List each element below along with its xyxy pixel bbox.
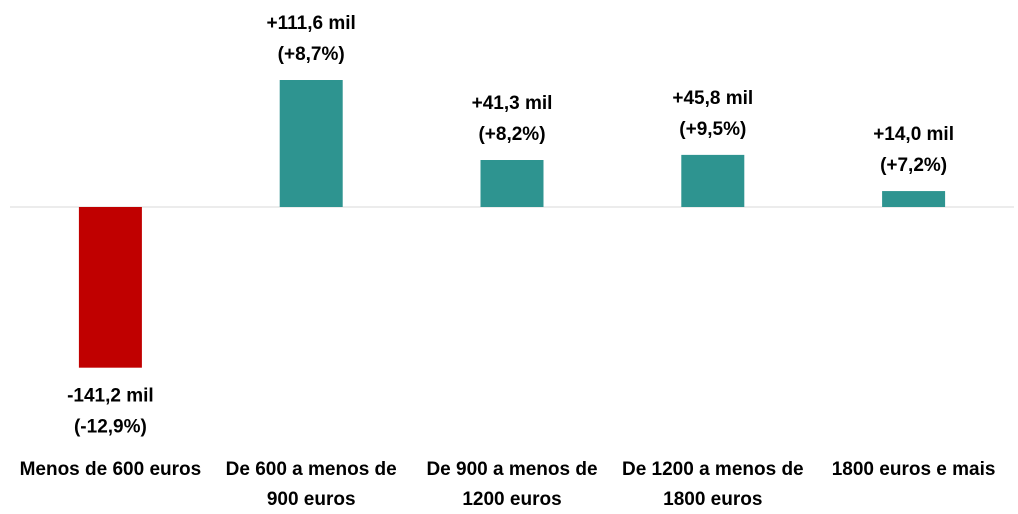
value-label: +14,0 mil	[873, 124, 954, 145]
x-tick-label: De 600 a menos de 900 euros	[225, 459, 397, 510]
percent-label: (-12,9%)	[74, 417, 147, 438]
value-label: -141,2 mil	[67, 386, 154, 407]
bar	[681, 154, 745, 207]
bar	[279, 79, 343, 207]
percent-label: (+8,7%)	[278, 44, 345, 65]
x-tick-label: De 1200 a menos de 1800 euros	[621, 459, 804, 510]
x-tick-label: Menos de 600 euros	[19, 459, 202, 480]
percent-label: (+9,5%)	[679, 119, 746, 140]
percent-label: (+7,2%)	[880, 155, 947, 176]
x-tick-label: 1800 euros e mais	[831, 459, 996, 480]
bar	[882, 191, 946, 207]
bar	[480, 160, 544, 207]
x-tick-label: De 900 a menos de 1200 euros	[426, 459, 598, 510]
value-label: +111,6 mil	[267, 13, 356, 34]
value-label: +41,3 mil	[472, 93, 553, 114]
percent-label: (+8,2%)	[478, 124, 545, 145]
value-label: +45,8 mil	[672, 88, 753, 109]
bar	[78, 207, 142, 368]
